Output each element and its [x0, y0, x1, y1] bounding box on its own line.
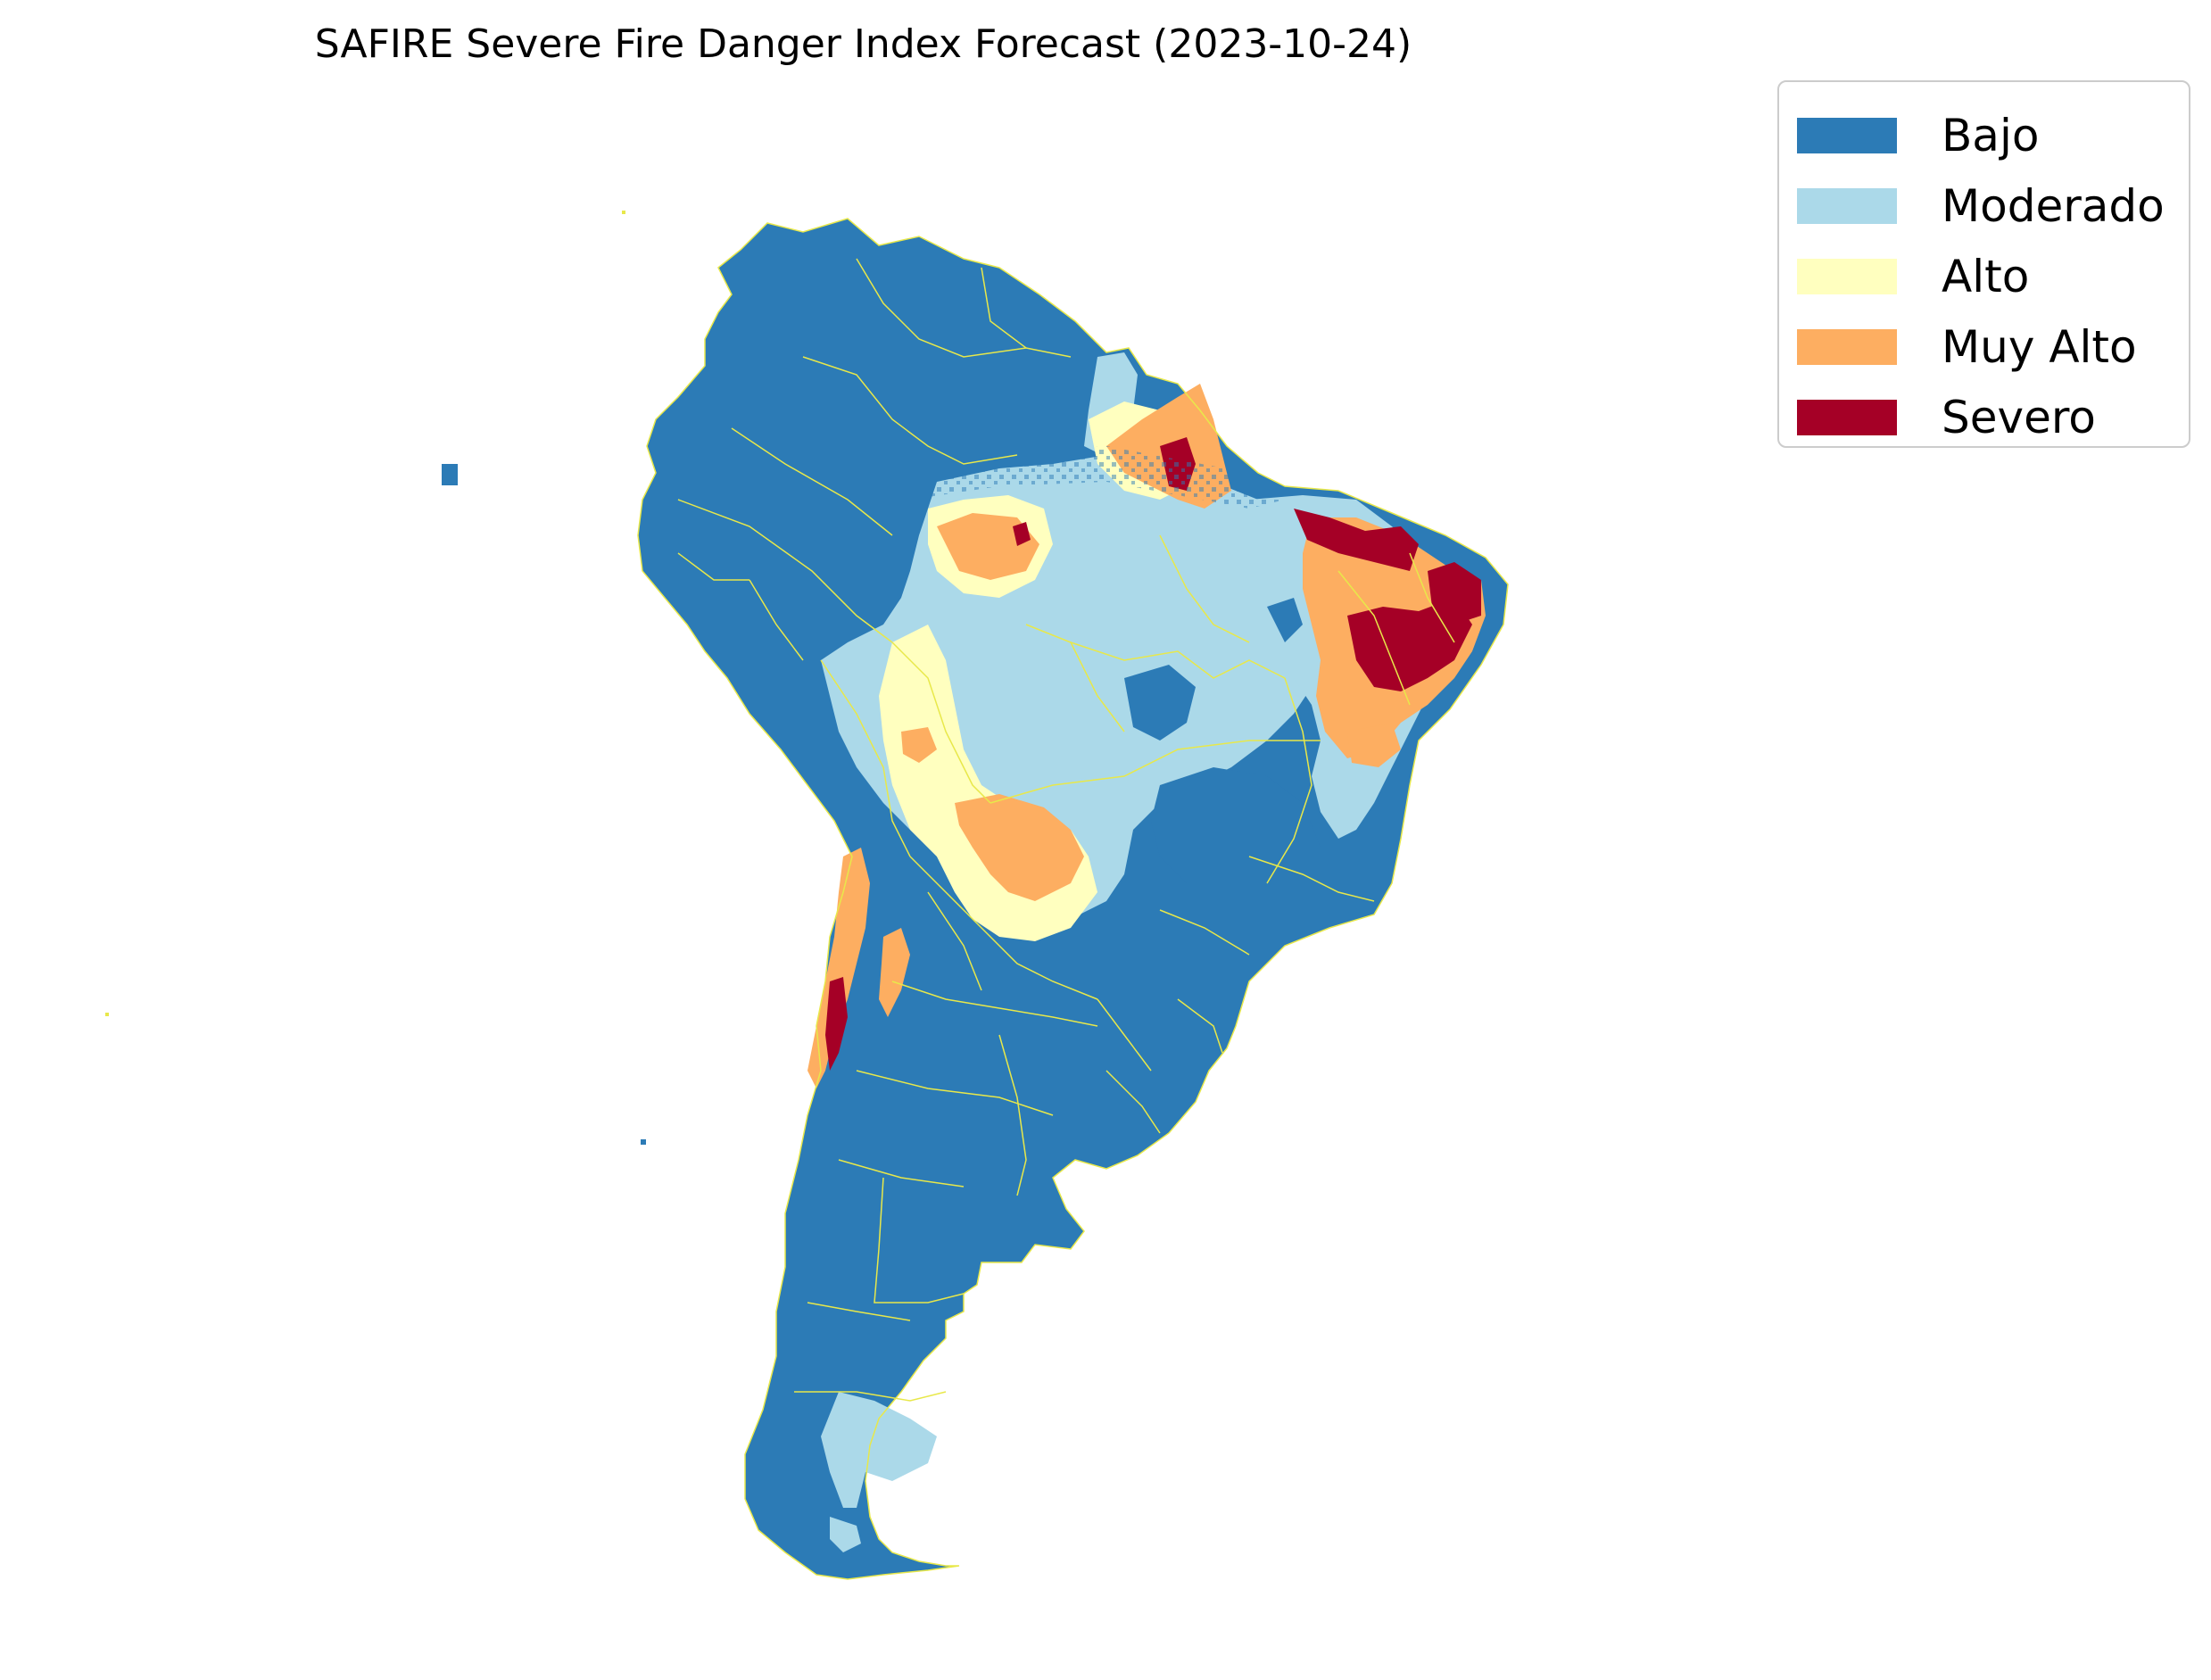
region-muyalto-argentina-west [879, 928, 910, 1017]
legend: Bajo Moderado Alto Muy Alto Severo [1777, 80, 2190, 448]
region-moderado-tierra [830, 1517, 861, 1552]
region-severo-ceara [1428, 562, 1481, 625]
region-muyalto-chile [807, 848, 870, 1088]
legend-label-muy-alto: Muy Alto [1942, 320, 2137, 373]
legend-item-bajo: Bajo [1797, 100, 2189, 170]
legend-swatch-muy-alto [1797, 328, 1897, 365]
region-severo-chile [825, 977, 848, 1071]
legend-label-alto: Alto [1942, 250, 2030, 302]
island-small-1 [641, 1139, 646, 1145]
region-bajo-patch-2 [1151, 767, 1321, 901]
region-severo-amazon [1013, 522, 1031, 546]
legend-swatch-bajo [1797, 117, 1897, 153]
island-small-3 [622, 211, 625, 214]
legend-swatch-moderado [1797, 187, 1897, 224]
region-moderado-patagonia [821, 1392, 937, 1508]
map-title: SAFIRE Severe Fire Danger Index Forecast… [314, 21, 1412, 67]
legend-item-moderado: Moderado [1797, 170, 2189, 241]
legend-item-alto: Alto [1797, 241, 2189, 311]
island-galapagos [442, 464, 458, 485]
region-severo-maranhao [1294, 509, 1419, 571]
legend-label-bajo: Bajo [1942, 109, 2040, 161]
region-speckle-texture [892, 446, 1285, 509]
region-bajo-patch-3 [1267, 598, 1303, 642]
region-muyalto-bahia [1347, 723, 1401, 767]
legend-item-severo: Severo [1797, 382, 2189, 452]
region-muyalto-chaco [955, 794, 1084, 901]
political-boundaries [637, 218, 1509, 1580]
region-bajo-patch-1 [1124, 665, 1196, 741]
legend-label-moderado: Moderado [1942, 179, 2165, 232]
region-muyalto-bolivia [901, 727, 937, 763]
legend-swatch-severo [1797, 399, 1897, 435]
legend-item-muy-alto: Muy Alto [1797, 311, 2189, 382]
island-small-2 [105, 1013, 109, 1016]
legend-swatch-alto [1797, 258, 1897, 294]
legend-label-severo: Severo [1942, 391, 2096, 443]
